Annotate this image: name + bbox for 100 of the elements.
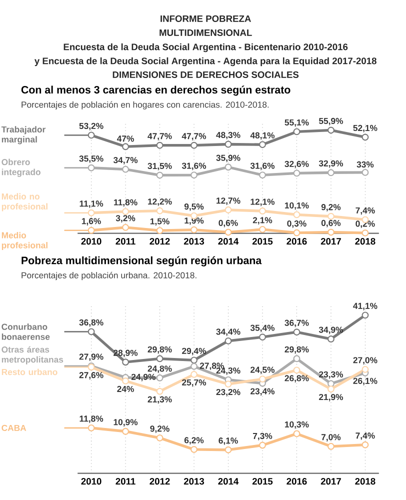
point xyxy=(293,328,300,336)
data-label: 10,9% xyxy=(114,419,138,426)
chart-title: Con al menos 3 carencias en derechos según estrato xyxy=(22,86,290,96)
point xyxy=(328,336,335,342)
data-label: 48,1% xyxy=(250,132,275,140)
point xyxy=(224,446,232,454)
data-label: 11,1% xyxy=(80,200,104,208)
point xyxy=(259,172,266,179)
point xyxy=(328,228,335,236)
data-label: 7,3% xyxy=(253,432,272,440)
point xyxy=(362,441,369,448)
text: y Encuesta de la Deuda Social Argentina - Agenda para la Equidad 2017-2018 xyxy=(34,57,377,66)
data-label: 25,7% xyxy=(182,379,206,387)
point xyxy=(88,424,95,432)
data-label: 10,1% xyxy=(285,202,309,210)
x-tick-label: 2013 xyxy=(184,478,204,485)
data-label: 35,4% xyxy=(250,324,275,332)
point xyxy=(328,380,335,388)
legend-label: Resto urbano xyxy=(2,368,58,376)
x-tick-label: 2015 xyxy=(252,238,273,245)
data-label: 32,6% xyxy=(284,160,309,168)
data-label: 26,1% xyxy=(353,378,378,386)
point xyxy=(224,164,232,171)
point xyxy=(122,224,130,231)
data-label: 26,8% xyxy=(284,375,309,383)
text: MULTIDIMENSIONAL xyxy=(160,29,252,36)
point xyxy=(122,208,130,216)
point xyxy=(259,208,266,214)
x-tick-label: 2010 xyxy=(81,238,102,245)
point xyxy=(156,207,164,214)
point xyxy=(156,142,164,149)
x-tick-label: 2018 xyxy=(355,478,376,485)
x-tick-label: 2014 xyxy=(218,478,239,485)
data-label: 34,9% xyxy=(319,326,344,334)
x-tick-label: 2012 xyxy=(150,238,170,245)
point xyxy=(156,374,164,382)
point xyxy=(293,170,300,177)
x-tick-label: 2012 xyxy=(150,478,170,485)
data-label: 7,4% xyxy=(356,432,376,440)
data-label: 1,6% xyxy=(82,218,102,226)
point xyxy=(224,140,232,148)
point xyxy=(259,226,266,233)
data-label: 24,5% xyxy=(250,366,275,374)
legend-label: Conurbano bonaerense xyxy=(2,324,50,340)
data-label: 34,4% xyxy=(216,328,241,336)
data-label: 27,6% xyxy=(80,372,104,380)
point xyxy=(362,168,369,176)
data-label: 23,3% xyxy=(319,371,344,379)
data-label: 31,6% xyxy=(250,162,275,170)
text: Otras áreas metropolitanas xyxy=(2,346,64,364)
point xyxy=(293,128,300,136)
point xyxy=(328,169,335,176)
x-tick-label: 2015 xyxy=(252,478,273,485)
data-label: 33% xyxy=(356,161,374,168)
point xyxy=(259,376,266,383)
point xyxy=(328,212,335,220)
data-label: 27,0% xyxy=(353,357,378,364)
point xyxy=(362,134,369,141)
data-label: 6,1% xyxy=(218,438,238,445)
data-label: 23,4% xyxy=(250,388,275,396)
data-label: 24,8% xyxy=(148,366,172,373)
data-label: 9,2% xyxy=(150,426,170,433)
data-label: 24,3% xyxy=(216,367,241,375)
data-label: 2,1% xyxy=(253,217,272,225)
x-tick-label: 2011 xyxy=(116,238,136,245)
data-label: 12,1% xyxy=(250,198,275,206)
point xyxy=(328,126,335,134)
point xyxy=(88,164,95,172)
point xyxy=(224,206,232,214)
point xyxy=(122,428,130,435)
text: Medio no profesional xyxy=(2,193,48,212)
point xyxy=(293,211,300,218)
data-label: 52,1% xyxy=(353,124,378,132)
text: Encuesta de la Deuda Social Argentina - Bicentenario 2010-2016 xyxy=(64,43,348,52)
data-label: 27,9% xyxy=(80,354,104,362)
point xyxy=(88,132,95,139)
data-label: 31,6% xyxy=(182,162,206,170)
point xyxy=(259,141,266,148)
x-tick-label: 2013 xyxy=(184,238,204,245)
data-label: 35,9% xyxy=(216,154,241,162)
data-label: 41,1% xyxy=(353,302,378,310)
text: Medio profesional xyxy=(2,232,48,250)
text: DIMENSIONES DE DERECHOS SOCIALES xyxy=(113,71,299,78)
point xyxy=(156,227,164,234)
data-label: 7,0% xyxy=(322,434,341,442)
point xyxy=(190,446,198,453)
point xyxy=(156,172,164,179)
point xyxy=(88,328,95,336)
data-label: 0,6% xyxy=(218,220,238,228)
data-label: 34,7% xyxy=(114,157,138,164)
x-tick-label: 2017 xyxy=(321,238,342,245)
point xyxy=(293,355,300,362)
chart-title: Pobreza multidimensional según región urbana xyxy=(22,256,262,266)
x-tick-label: 2014 xyxy=(218,238,239,245)
point xyxy=(156,355,164,362)
data-label: 36,7% xyxy=(284,320,309,328)
x-tick-label: 2017 xyxy=(321,478,342,485)
data-label: 0,3% xyxy=(287,220,307,228)
point xyxy=(259,334,266,341)
chart-subtitle: Porcentajes de población urbana. 2010-2018. xyxy=(22,272,197,280)
